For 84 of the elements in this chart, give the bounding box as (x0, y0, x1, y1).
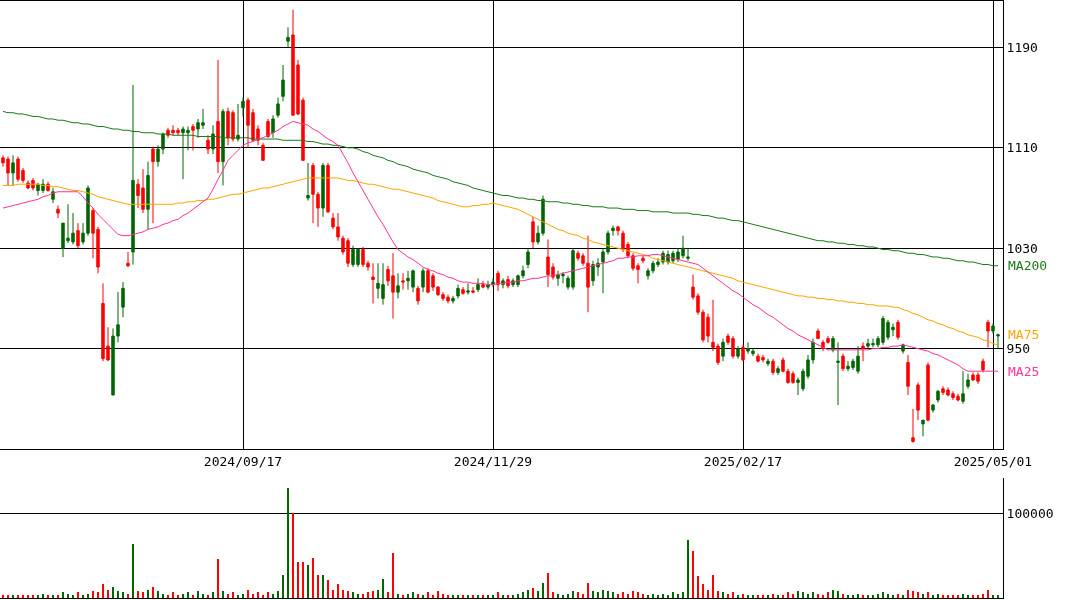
series-label: MA200 (1008, 258, 1048, 273)
candlestick (641, 255, 645, 264)
candlestick (11, 154, 15, 186)
candlestick (121, 281, 125, 318)
candlestick (611, 225, 615, 237)
candlestick (721, 338, 725, 362)
candlestick (371, 262, 375, 304)
candlestick (76, 222, 80, 249)
candlestick (276, 97, 280, 119)
candlestick (841, 353, 845, 372)
candlestick (216, 59, 220, 174)
candlestick (616, 225, 620, 237)
candlestick (131, 84, 135, 266)
candlestick (736, 345, 740, 360)
candlestick (771, 358, 775, 376)
line-series (2, 110, 999, 267)
candlestick (921, 419, 925, 437)
candlestick (461, 286, 465, 296)
candlestick (261, 142, 265, 161)
candlestick (281, 64, 285, 102)
candlestick (991, 323, 995, 335)
candlestick (916, 381, 920, 421)
candlestick (481, 280, 485, 289)
candlestick (221, 108, 225, 186)
candlestick (776, 365, 780, 376)
candlestick (966, 373, 970, 390)
candlestick (986, 319, 990, 348)
series-label: MA25 (1008, 364, 1040, 379)
candlestick (191, 123, 195, 151)
y-tick-label: 1030 (1006, 240, 1038, 256)
candlestick (456, 284, 460, 299)
candlestick (266, 118, 270, 139)
candlestick (486, 280, 490, 291)
candlestick (861, 341, 865, 362)
candlestick (471, 286, 475, 294)
y-tick-label: 100000 (1006, 506, 1054, 522)
candlestick (686, 247, 690, 262)
candlestick (306, 162, 310, 202)
y-tick-label: 1190 (1006, 39, 1038, 55)
x-tick-label: 2024/11/29 (453, 453, 533, 469)
line-series (2, 177, 999, 346)
candlestick (741, 344, 745, 362)
candlestick (531, 216, 535, 249)
candlestick (206, 134, 210, 155)
candlestick (526, 247, 530, 269)
candlestick (451, 295, 455, 304)
candlestick (766, 358, 770, 367)
candlestick (836, 341, 840, 406)
candlestick (476, 277, 480, 293)
candlestick (911, 408, 915, 444)
candlestick (421, 267, 425, 293)
candlestick (321, 162, 325, 218)
candlestick (936, 389, 940, 404)
candlestick (816, 328, 820, 340)
x-tick-label: 2025/05/01 (953, 453, 1033, 469)
line-series (2, 120, 999, 372)
candlestick (906, 354, 910, 396)
x-tick-label: 2024/09/17 (203, 453, 283, 469)
candlestick (271, 114, 275, 139)
y-tick-label: 950 (1006, 341, 1031, 357)
candlestick (151, 146, 155, 224)
series-label: MA75 (1008, 327, 1040, 342)
candlestick (286, 26, 290, 48)
candlestick (896, 319, 900, 341)
candlestick (496, 270, 500, 292)
candlestick (981, 358, 985, 373)
candlestick (211, 124, 215, 155)
candlestick (996, 333, 1000, 350)
candlestick (401, 272, 405, 291)
candlestick (416, 285, 420, 306)
candlestick (961, 370, 965, 405)
candlestick (396, 272, 400, 299)
y-tick-label: 1110 (1006, 140, 1038, 156)
candlestick (56, 205, 60, 219)
candlestick (931, 403, 935, 414)
candlestick (326, 162, 330, 214)
candlestick (926, 361, 930, 422)
candlestick (831, 335, 835, 353)
candlestick (126, 251, 130, 268)
x-tick-label: 2025/02/17 (703, 453, 783, 469)
candlestick (236, 103, 240, 143)
candlestick (466, 282, 470, 296)
candlestick (146, 161, 150, 230)
candlestick (241, 97, 245, 117)
